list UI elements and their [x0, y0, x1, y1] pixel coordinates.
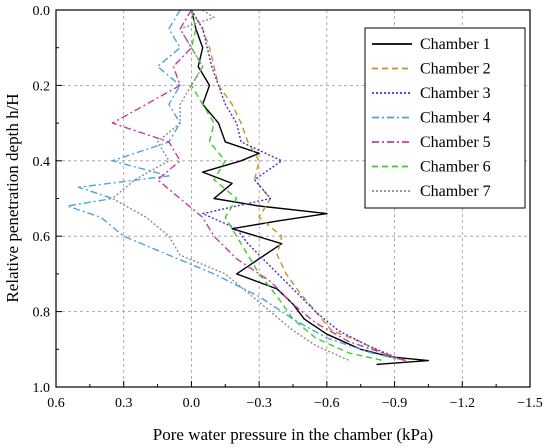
- legend-label: Chamber 6: [420, 159, 491, 176]
- legend-label: Chamber 7: [420, 183, 491, 200]
- legend-label: Chamber 5: [420, 134, 491, 151]
- x-tick-label: −0.6: [314, 396, 339, 411]
- y-axis-title: Relative penetration depth h/H: [3, 93, 22, 302]
- x-tick-label: 0.6: [47, 396, 65, 411]
- legend-label: Chamber 2: [420, 61, 491, 78]
- x-tick-label: −0.9: [382, 396, 407, 411]
- series-line-chamber-3: [190, 10, 395, 358]
- x-tick-label: −0.3: [246, 396, 271, 411]
- legend-label: Chamber 1: [420, 36, 491, 53]
- y-tick-label: 0.0: [33, 4, 51, 19]
- series-line-chamber-6: [190, 10, 384, 362]
- y-tick-label: 0.4: [33, 155, 51, 170]
- y-tick-label: 0.2: [33, 79, 51, 94]
- legend-label: Chamber 4: [420, 110, 491, 127]
- y-tick-label: 0.8: [33, 306, 51, 321]
- axis-ticks: [55, 9, 531, 388]
- series-line-chamber-1: [190, 10, 430, 366]
- series-group: [66, 10, 430, 366]
- tick-labels: 0.6 0.3 0.0 −0.3 −0.6 −0.9 −1.2 −1.5 0.0 0.2 0.4 0.…: [33, 4, 543, 411]
- series-line-chamber-4: [66, 10, 407, 362]
- x-tick-label: −1.2: [450, 396, 475, 411]
- x-tick-label: −1.5: [517, 396, 542, 411]
- x-axis-title: Pore water pressure in the chamber (kPa): [153, 425, 433, 444]
- legend: Chamber 1 Chamber 2 Chamber 3 Chamber 4 Cham…: [364, 27, 526, 209]
- y-tick-label: 0.6: [33, 230, 51, 245]
- x-tick-label: 0.3: [115, 396, 133, 411]
- y-tick-label: 1.0: [33, 381, 51, 396]
- legend-label: Chamber 3: [420, 85, 491, 102]
- x-tick-label: 0.0: [183, 396, 201, 411]
